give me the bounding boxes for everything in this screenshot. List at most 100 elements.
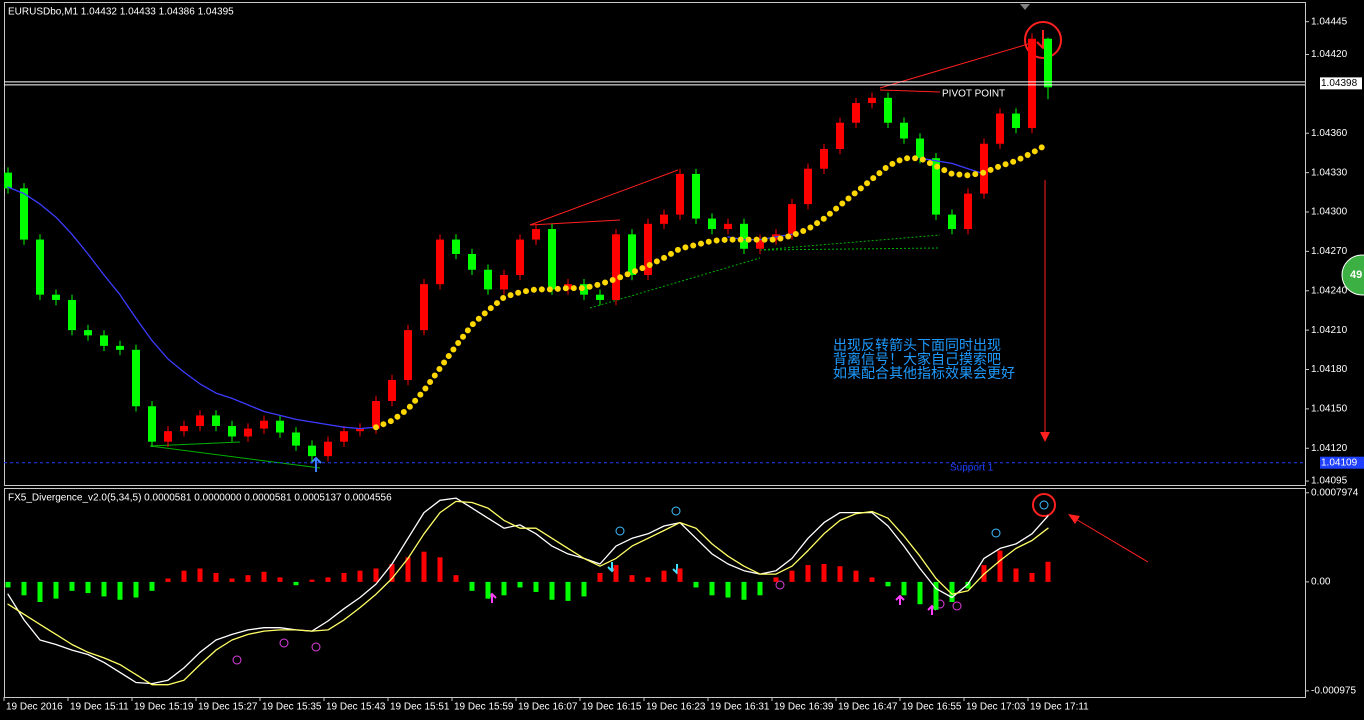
histogram-bar xyxy=(901,581,907,596)
y-tick-label: -0.000975 xyxy=(1311,685,1356,696)
trend-line xyxy=(879,41,1036,89)
histogram-bar xyxy=(661,570,667,582)
histogram-bar xyxy=(53,581,59,599)
y-tick-label: 1.04445 xyxy=(1311,16,1348,27)
candle-body xyxy=(996,113,1004,144)
histogram-bar xyxy=(837,566,843,582)
candle-body xyxy=(196,415,204,426)
histogram-bar xyxy=(309,579,315,582)
histogram-bar xyxy=(5,581,11,588)
y-tick-label: 1.04240 xyxy=(1311,285,1348,296)
histogram-bar xyxy=(805,565,811,582)
x-tick-label: 19 Dec 15:27 xyxy=(198,702,258,713)
support-price-box xyxy=(1320,456,1364,469)
signal-arrow xyxy=(310,456,322,472)
histogram-bar xyxy=(581,581,587,597)
y-tick-label: 1.04330 xyxy=(1311,167,1348,178)
divergence-dot xyxy=(671,506,681,516)
histogram-bar xyxy=(933,581,939,610)
x-tick-label: 19 Dec 16:23 xyxy=(646,702,706,713)
current-price-box xyxy=(1320,77,1362,90)
candle-body xyxy=(84,330,92,336)
indicator-title: FX5_Divergence_v2.0(5,34,5) 0.0000581 0.… xyxy=(8,493,392,504)
candle-body xyxy=(36,239,44,295)
divergence-dot xyxy=(232,655,242,665)
candle-body xyxy=(260,420,268,429)
candle-body xyxy=(484,269,492,290)
histogram-bar xyxy=(421,551,427,582)
candle-body xyxy=(244,428,252,437)
histogram-bar xyxy=(565,581,571,601)
histogram-bar xyxy=(725,581,731,598)
divergence-dot xyxy=(279,638,289,648)
highlight-circle xyxy=(1032,493,1056,517)
histogram-bar xyxy=(165,578,171,582)
x-tick-label: 19 Dec 2016 xyxy=(6,702,63,713)
candle-body xyxy=(964,193,972,230)
candle-body xyxy=(116,345,124,350)
chart-title: EURUSDbo,M1 1.04432 1.04433 1.04386 1.04… xyxy=(8,7,234,18)
histogram-bar xyxy=(501,581,507,596)
candle-body xyxy=(820,149,828,169)
annotation-text: 如果配合其他指标效果会更好 xyxy=(833,366,1015,382)
candle-body xyxy=(756,239,764,249)
histogram-bar xyxy=(965,581,971,589)
candle-body xyxy=(692,173,700,219)
divergence-dot xyxy=(1039,500,1049,510)
support-price: 1.04109 xyxy=(1321,457,1358,468)
divergence-dot xyxy=(991,528,1001,538)
x-tick-label: 19 Dec 17:03 xyxy=(966,702,1026,713)
y-tick-label: 1.04210 xyxy=(1311,325,1348,336)
candle-body xyxy=(660,214,668,224)
candle-body xyxy=(532,229,540,240)
histogram-bar xyxy=(405,557,411,582)
histogram-bar xyxy=(37,581,43,602)
histogram-bar xyxy=(277,577,283,582)
signal-arrow xyxy=(895,594,905,605)
y-tick-label: 1.04420 xyxy=(1311,49,1348,60)
candle-body xyxy=(228,425,236,437)
histogram-bar xyxy=(213,572,219,582)
y-tick-label: 0.0007974 xyxy=(1311,487,1359,498)
histogram-bar xyxy=(997,550,1003,582)
x-tick-label: 19 Dec 15:19 xyxy=(134,702,194,713)
histogram-bar xyxy=(917,581,923,605)
histogram-bar xyxy=(597,572,603,582)
trend-line xyxy=(529,219,621,226)
badge-text[interactable]: 49 xyxy=(1350,269,1362,281)
x-tick-label: 19 Dec 16:15 xyxy=(582,702,642,713)
candle-body xyxy=(884,97,892,123)
main-panel-frame xyxy=(4,2,1306,486)
candle-body xyxy=(516,239,524,275)
candle-body xyxy=(1012,113,1020,128)
arrow-head xyxy=(1068,514,1080,524)
arrow-head xyxy=(1040,432,1050,442)
histogram-bar xyxy=(373,568,379,582)
histogram-bar xyxy=(741,581,747,600)
candle-body xyxy=(740,223,748,249)
x-tick-label: 19 Dec 16:07 xyxy=(518,702,578,713)
arrow-line xyxy=(1073,517,1149,563)
divergence-dot xyxy=(311,642,321,652)
histogram-bar xyxy=(629,575,635,582)
badge[interactable] xyxy=(1341,254,1364,296)
histogram-bar xyxy=(389,564,395,582)
candle-body xyxy=(948,214,956,230)
candle-body xyxy=(132,349,140,407)
current-price: 1.04398 xyxy=(1321,78,1358,89)
histogram-bar xyxy=(69,581,75,591)
histogram-bar xyxy=(469,581,475,591)
x-tick-label: 19 Dec 16:31 xyxy=(710,702,770,713)
histogram-bar xyxy=(549,581,555,600)
candle-body xyxy=(68,299,76,331)
y-tick-label: 1.04360 xyxy=(1311,128,1348,139)
y-tick-label: 1.04180 xyxy=(1311,364,1348,375)
candle-body xyxy=(356,428,364,432)
histogram-bar xyxy=(821,564,827,582)
trend-line xyxy=(879,89,941,93)
histogram-bar xyxy=(1029,572,1035,582)
candle-body xyxy=(100,335,108,346)
x-tick-label: 19 Dec 15:51 xyxy=(390,702,450,713)
support-label: Support 1 xyxy=(950,463,994,474)
